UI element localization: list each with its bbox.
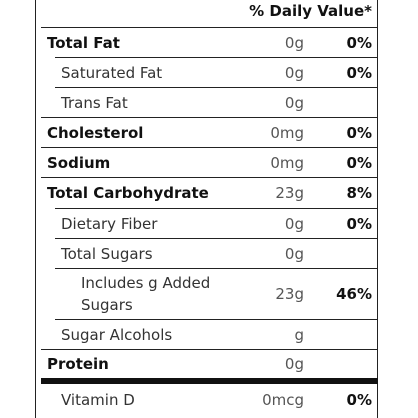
nutrient: Includes g Added Sugars (81, 274, 211, 314)
daily-value: 0% (346, 33, 372, 52)
left-border (35, 0, 36, 418)
nutrient: Total Fat (47, 33, 120, 52)
row: Total Carbohydrate 23g 8% (41, 177, 378, 208)
nutrient: Total Carbohydrate (47, 184, 209, 202)
nutrient: Protein (47, 355, 109, 373)
amount: 23g (275, 285, 304, 303)
nutrient: Vitamin D (61, 391, 135, 409)
amount: 23g (275, 184, 304, 202)
daily-value: 0% (346, 391, 372, 409)
row: Dietary Fiber 0g 0% (55, 208, 378, 238)
row: Total Sugars 0g (55, 238, 378, 268)
daily-value: 0% (346, 63, 372, 82)
amount: 0g (284, 63, 304, 82)
daily-value: 46% (336, 285, 372, 303)
nutrient: Sugar Alcohols (61, 325, 173, 344)
amount: 0g (284, 244, 304, 263)
nutrient: Saturated Fat (61, 63, 163, 82)
amount: 0mg (270, 153, 304, 172)
daily-value: 0% (346, 214, 372, 233)
daily-value: 0% (346, 153, 372, 172)
right-border (377, 0, 378, 418)
daily-value: 8% (346, 184, 372, 202)
nutrient: Total Sugars (61, 244, 153, 263)
row: Sodium 0mg 0% (41, 147, 378, 177)
amount: 0g (284, 93, 304, 112)
daily-value: 0% (346, 123, 372, 142)
amount: g (294, 325, 304, 344)
amount: 0g (284, 33, 304, 52)
row: Cholesterol 0mg 0% (41, 117, 378, 147)
row: Trans Fat 0g (55, 87, 378, 117)
amount: 0mg (270, 123, 304, 142)
nutrient: Trans Fat (61, 93, 128, 112)
amount: 0g (284, 214, 304, 233)
amount: 0g (284, 355, 304, 373)
nutrient: Sodium (47, 153, 111, 172)
row: Includes g Added Sugars 23g 46% (55, 268, 378, 319)
daily-value-header: % Daily Value* (249, 2, 372, 20)
row: Protein 0g (41, 349, 378, 378)
nutrient: Dietary Fiber (61, 214, 158, 233)
row: Total Fat 0g 0% (41, 27, 378, 57)
nutrient: Cholesterol (47, 123, 144, 142)
row: Sugar Alcohols g (55, 319, 378, 349)
thick-divider (41, 378, 378, 384)
row: Vitamin D 0mcg 0% (55, 384, 378, 416)
row: Saturated Fat 0g 0% (55, 57, 378, 87)
amount: 0mcg (262, 391, 304, 409)
